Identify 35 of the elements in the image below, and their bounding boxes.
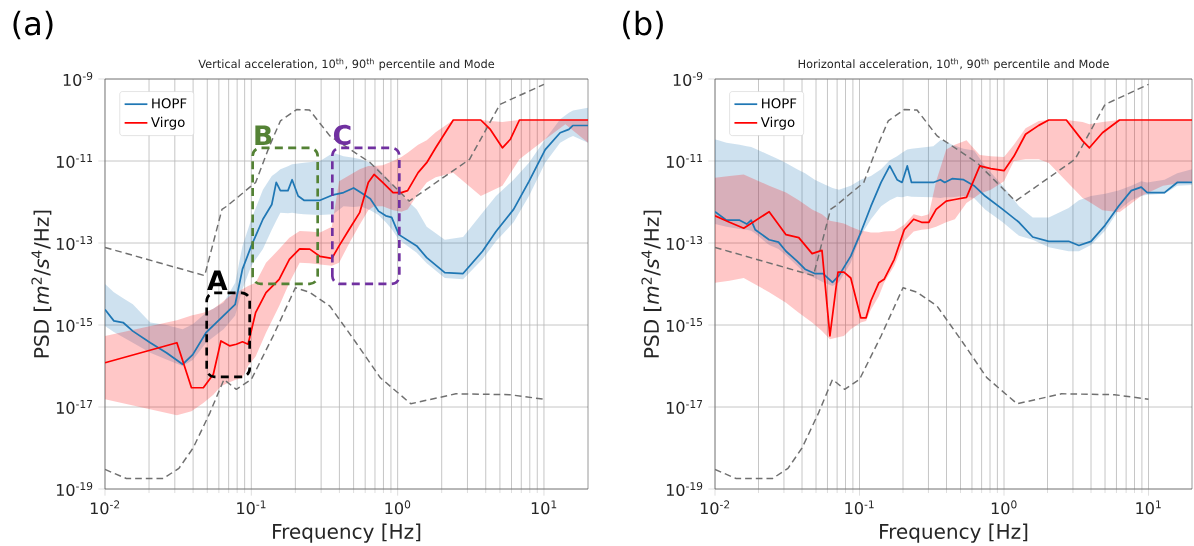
y-tick-label: 10$^{-17}$: [666, 400, 703, 414]
annotation: B: [255, 125, 272, 145]
y-tick-label: 10$^{-13}$: [56, 236, 93, 250]
legend-label: Virgo: [760, 116, 795, 130]
y-axis-title: PSD [m$^{2}$/s$^{4}$/Hz]: [31, 210, 52, 358]
y-tick-label: 10$^{-11}$: [56, 154, 92, 168]
text: (a): [13, 10, 53, 40]
annotation: C: [333, 124, 351, 145]
chart-title: Horizontal acceleration, 10$^{th}$, 90$^{th}$ percentile and Mode: [798, 58, 1109, 71]
y-tick-label: 10$^{-19}$: [666, 482, 703, 496]
y-tick-label: 10$^{-15}$: [56, 318, 93, 332]
y-tick-label: 10$^{-13}$: [666, 236, 703, 250]
x-tick-label: 10$^{1}$: [531, 500, 557, 515]
y-tick-label: 10$^{-9}$: [673, 72, 703, 86]
y-tick-label: 10$^{-15}$: [666, 318, 703, 332]
x-tick-label: 10$^{1}$: [1136, 500, 1161, 515]
chart-title: Vertical acceleration, 10$^{th}$, 90$^{th}$ percentile and Mode: [198, 58, 495, 71]
y-tick-label: 10$^{-11}$: [666, 154, 702, 168]
text: (b): [623, 10, 663, 40]
x-tick-label: 10$^{-1}$: [237, 500, 266, 515]
y-tick-label: 10$^{-19}$: [56, 482, 93, 496]
x-axis-title: Frequency [Hz]: [273, 523, 421, 543]
x-tick-label: 10$^{0}$: [385, 500, 411, 515]
y-tick-label: 10$^{-9}$: [63, 72, 93, 86]
x-tick-label: 10$^{0}$: [991, 500, 1017, 515]
y-tick-label: 10$^{-17}$: [56, 400, 93, 414]
y-axis-title: PSD [m$^{2}$/s$^{4}$/Hz]: [641, 210, 662, 358]
x-axis-title: Frequency [Hz]: [880, 523, 1028, 543]
annotation: A: [207, 270, 228, 290]
x-tick-label: 10$^{-2}$: [700, 500, 730, 515]
legend-label: HOPF: [152, 98, 187, 109]
x-tick-label: 10$^{-2}$: [90, 500, 120, 515]
legend-label: HOPF: [762, 98, 797, 109]
x-tick-label: 10$^{-1}$: [845, 500, 874, 515]
legend-label: Virgo: [151, 116, 185, 130]
